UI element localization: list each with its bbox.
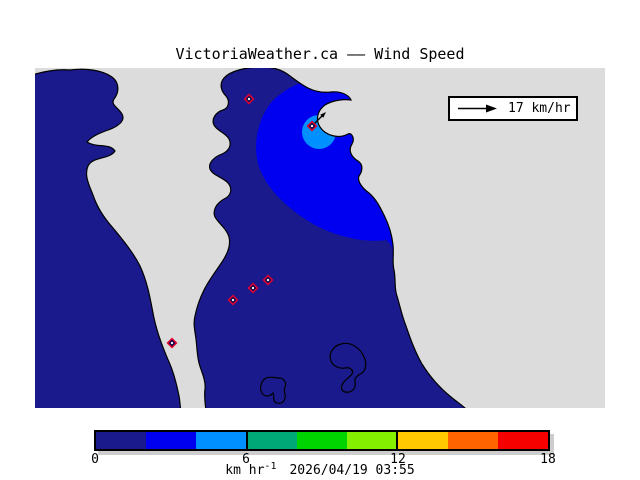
- wind-scale-legend: 17 km/hr: [448, 96, 578, 121]
- station-dot-icon: [170, 341, 174, 345]
- lake-outline: [329, 342, 367, 393]
- colorbar-units-row: km hr-1 2026/04/19 03:55: [0, 461, 640, 478]
- stations-layer: [166, 93, 326, 349]
- wind-arrow-head-icon: [320, 112, 326, 118]
- colorbar: [94, 430, 550, 451]
- colorbar-tick-label: 12: [390, 452, 406, 467]
- lake-outline: [260, 376, 287, 404]
- colorbar-segment: [196, 432, 247, 449]
- station-marker: [243, 93, 255, 105]
- map-svg: [35, 68, 605, 408]
- station-marker: [247, 282, 259, 294]
- station-marker: [227, 294, 239, 306]
- station-dot-icon: [310, 124, 314, 128]
- colorbar-segment: [246, 432, 297, 449]
- colorbar-tick-line: [245, 432, 248, 449]
- colorbar-segment: [296, 432, 348, 449]
- colorbar-segment: [397, 432, 448, 449]
- page-title: VictoriaWeather.ca –– Wind Speed: [175, 45, 465, 63]
- left-landmass: [35, 68, 182, 408]
- station-marker: [306, 112, 326, 132]
- colorbar-tick-line: [396, 432, 399, 449]
- station-dot-icon: [251, 286, 255, 290]
- colorbar-segments: [96, 432, 548, 449]
- units-label: km hr: [225, 463, 265, 478]
- wind-scale-arrow-icon: [458, 104, 497, 113]
- colorbar-tick-label: 0: [91, 452, 99, 467]
- legend-label: 17 km/hr: [508, 101, 571, 116]
- colorbar-segment: [347, 432, 398, 449]
- station-marker: [166, 337, 178, 349]
- wind-map: [35, 68, 605, 408]
- colorbar-segment: [497, 432, 548, 449]
- station-dot-icon: [231, 298, 235, 302]
- timestamp: 2026/04/19 03:55: [289, 463, 415, 478]
- colorbar-tick-label: 18: [540, 452, 556, 467]
- colorbar-segment: [447, 432, 498, 449]
- units-exponent: -1: [264, 461, 277, 472]
- colorbar-segment: [96, 432, 147, 449]
- station-marker: [262, 274, 274, 286]
- station-dot-icon: [266, 278, 270, 282]
- colorbar-tick-label: 6: [242, 452, 250, 467]
- colorbar-segment: [146, 432, 197, 449]
- station-dot-icon: [247, 97, 251, 101]
